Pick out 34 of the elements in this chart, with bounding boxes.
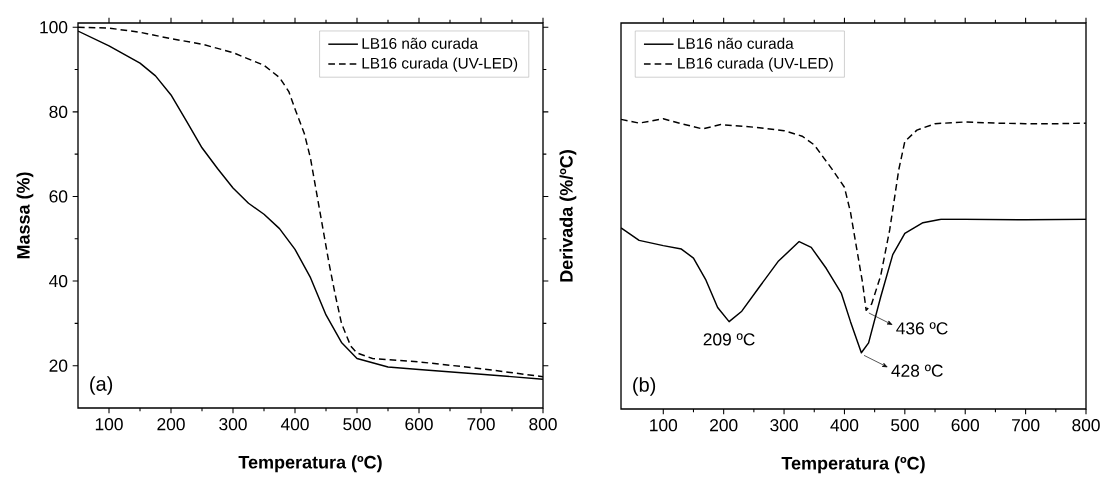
legend-label: LB16 curada (UV-LED) — [362, 57, 518, 72]
x-tick-label: 400 — [280, 418, 309, 431]
y-tick-label: 100 — [40, 21, 68, 34]
x-tick-label: 800 — [1072, 419, 1100, 432]
y-axis-title: Massa (%) — [16, 172, 34, 259]
x-tick-label: 200 — [157, 418, 185, 431]
x-axis-title: Temperatura (ºC) — [781, 456, 925, 474]
y-tick-label: 60 — [49, 190, 68, 203]
x-tick-label: 600 — [951, 419, 980, 432]
y-tick-label: 20 — [49, 359, 68, 372]
x-tick-label: 300 — [770, 419, 798, 432]
x-tick-label: 300 — [219, 418, 247, 431]
annotation: 428 ºC — [891, 364, 943, 377]
x-tick-label: 800 — [529, 418, 557, 431]
annotation: 209 ºC — [703, 333, 755, 346]
x-tick-label: 200 — [710, 419, 738, 432]
annotation: (a) — [90, 376, 113, 395]
x-tick-label: 500 — [343, 418, 371, 431]
legend-label: LB16 não curada — [678, 37, 794, 49]
annotation: 436 ºC — [896, 322, 948, 335]
legend-label: LB16 curada (UV-LED) — [678, 57, 833, 72]
x-tick-label: 600 — [405, 418, 433, 431]
x-tick-label: 700 — [467, 418, 495, 431]
x-axis-title: Temperatura (ºC) — [238, 455, 382, 473]
x-tick-label: 500 — [891, 419, 919, 432]
y-tick-label: 40 — [49, 274, 68, 288]
legend-label: LB16 não curada — [362, 37, 479, 49]
y-axis-title: Derivada (%/ºC) — [559, 150, 577, 282]
x-tick-label: 700 — [1012, 419, 1040, 432]
annotation: (b) — [633, 377, 656, 396]
x-tick-label: 400 — [830, 419, 859, 432]
y-tick-label: 80 — [49, 105, 68, 118]
x-tick-label: 100 — [650, 419, 678, 432]
x-tick-label: 100 — [95, 418, 123, 431]
